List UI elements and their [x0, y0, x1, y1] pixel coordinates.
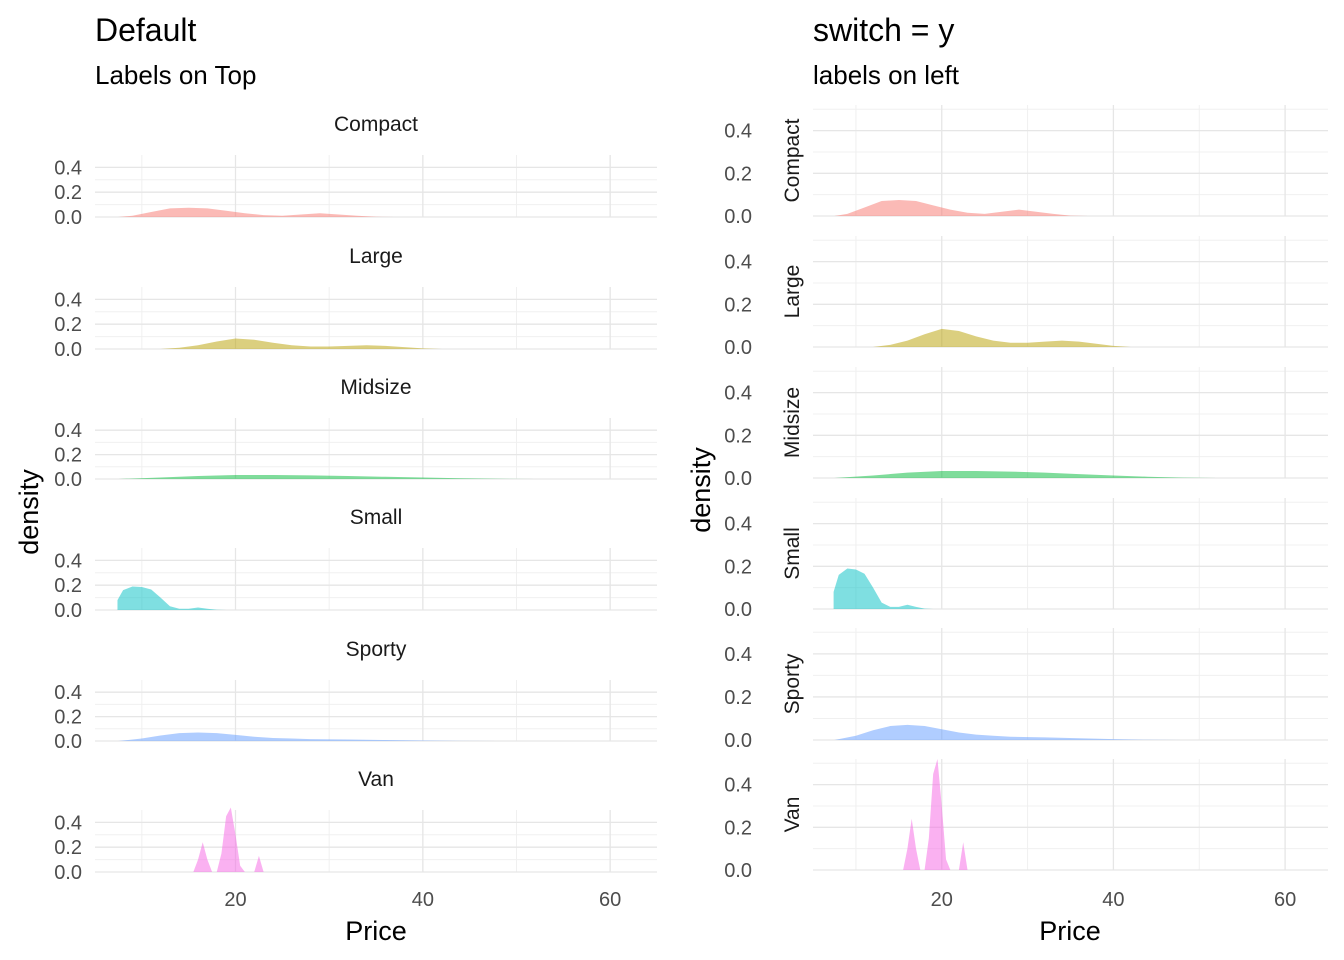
facet-strip-label: Small	[350, 506, 403, 529]
y-tick-label: 0.0	[54, 731, 82, 753]
facet-strip-label: Van	[358, 768, 394, 791]
facet-panel-compact: 0.0 0.2 0.4 Compact	[724, 105, 1328, 228]
density-area-van	[903, 759, 972, 870]
facet-strip-label: Sporty	[346, 638, 407, 661]
right-chart-title: switch = y	[813, 12, 954, 48]
density-area-large	[160, 338, 442, 349]
y-tick-label: 0.2	[724, 687, 752, 709]
facet-strip-label: Large	[781, 265, 804, 319]
y-tick-label: 0.2	[54, 707, 82, 729]
y-tick-label: 0.0	[724, 730, 752, 752]
right-facet-panels: 0.0 0.2 0.4 Compact 0.0 0.2 0.4 Large 0.0 0.2 0.4 M…	[724, 105, 1328, 911]
facet-panel-small: 0.0 0.2 0.4 Small	[54, 506, 657, 622]
left-x-axis-title: Price	[345, 916, 407, 946]
facet-panel-midsize: 0.0 0.2 0.4 Midsize	[724, 367, 1328, 490]
facet-panel-sporty: 0.00.2 0.4 Sporty	[54, 638, 657, 753]
x-tick-label: 60	[599, 889, 621, 911]
facet-strip-label: Sporty	[781, 653, 804, 714]
y-tick-label: 0.4	[724, 775, 752, 797]
density-area-small	[117, 586, 227, 610]
right-x-axis-title: Price	[1039, 916, 1101, 946]
facet-panel-large: 0.0 0.2 0.4 Large	[54, 245, 657, 361]
facet-strip-label: Van	[781, 797, 804, 833]
y-tick-label: 0.4	[54, 682, 82, 704]
y-tick-label: 0.2	[724, 163, 752, 185]
y-tick-label: 0.0	[54, 339, 82, 361]
y-tick-label: 0.4	[54, 550, 82, 572]
density-area-small	[833, 568, 934, 609]
facet-panel-van: 0.0 0.2 0.4 Van	[54, 768, 657, 884]
density-area-sporty	[118, 732, 498, 741]
y-tick-label: 0.2	[724, 425, 752, 447]
x-tick-label: 60	[1274, 889, 1296, 911]
density-area-midsize	[118, 474, 536, 479]
y-tick-label: 0.2	[724, 556, 752, 578]
y-tick-label: 0.4	[724, 252, 752, 274]
left-chart-title: Default	[95, 12, 197, 48]
x-tick-label: 20	[931, 889, 953, 911]
y-tick-label: 0.0	[54, 600, 82, 622]
right-chart-subtitle: labels on left	[813, 60, 960, 90]
y-tick-label: 0.4	[54, 812, 82, 834]
y-tick-label: 0.0	[724, 599, 752, 621]
left-facet-panels: 0.00.20.4Compact0.00.20.4Large0.00.20.4M…	[54, 113, 657, 911]
left-y-axis-title: density	[14, 469, 44, 555]
density-area-large	[873, 328, 1131, 347]
y-tick-label: 0.4	[724, 121, 752, 143]
y-tick-label: 0.2	[54, 182, 82, 204]
facet-panel-large: 0.0 0.2 0.4 Large	[724, 236, 1328, 359]
facet-panel-sporty: 0.0 0.2 0.4 Sporty	[724, 628, 1328, 752]
facet-strip-label: Large	[349, 245, 403, 268]
density-area-compact	[118, 207, 395, 217]
x-tick-label: 40	[412, 889, 434, 911]
facet-strip-label: Small	[781, 527, 804, 580]
y-tick-label: 0.0	[724, 860, 752, 882]
y-tick-label: 0.4	[724, 383, 752, 405]
facet-strip-label: Midsize	[781, 387, 804, 458]
y-tick-label: 0.0	[54, 862, 82, 884]
y-tick-label: 0.4	[54, 157, 82, 179]
y-tick-label: 0.2	[724, 817, 752, 839]
x-tick-label: 40	[1102, 889, 1124, 911]
facet-panel-compact: 0.0 0.2 0.4 Compact	[54, 113, 657, 229]
y-tick-label: 0.2	[54, 314, 82, 336]
x-tick-label: 20	[224, 889, 246, 911]
y-tick-label: 0.0	[54, 469, 82, 491]
y-tick-label: 0.0	[724, 468, 752, 490]
left-chart-subtitle: Labels on Top	[95, 60, 256, 90]
density-area-van	[193, 807, 269, 872]
density-area-compact	[834, 199, 1088, 216]
right-y-axis-title: density	[686, 447, 716, 533]
y-tick-label: 0.4	[54, 420, 82, 442]
facet-panel-midsize: 0.00.2 0.4 Midsize	[54, 376, 657, 491]
y-tick-label: 0.0	[724, 337, 752, 359]
y-tick-label: 0.2	[54, 445, 82, 467]
facet-strip-label: Midsize	[340, 376, 411, 399]
y-tick-label: 0.4	[724, 514, 752, 536]
facet-panel-small: 0.0 0.2 0.4 Small	[724, 498, 1328, 621]
y-tick-label: 0.2	[54, 575, 82, 597]
y-tick-label: 0.4	[724, 644, 752, 666]
density-area-midsize	[834, 470, 1217, 478]
facet-strip-label: Compact	[781, 118, 804, 202]
y-tick-label: 0.4	[54, 289, 82, 311]
density-area-sporty	[834, 724, 1183, 740]
facet-strip-label: Compact	[334, 113, 418, 136]
y-tick-label: 0.2	[54, 837, 82, 859]
y-tick-label: 0.0	[724, 206, 752, 228]
y-tick-label: 0.0	[54, 207, 82, 229]
facet-panel-van: 0.0 0.2 0.4 Van	[724, 759, 1328, 882]
y-tick-label: 0.2	[724, 294, 752, 316]
